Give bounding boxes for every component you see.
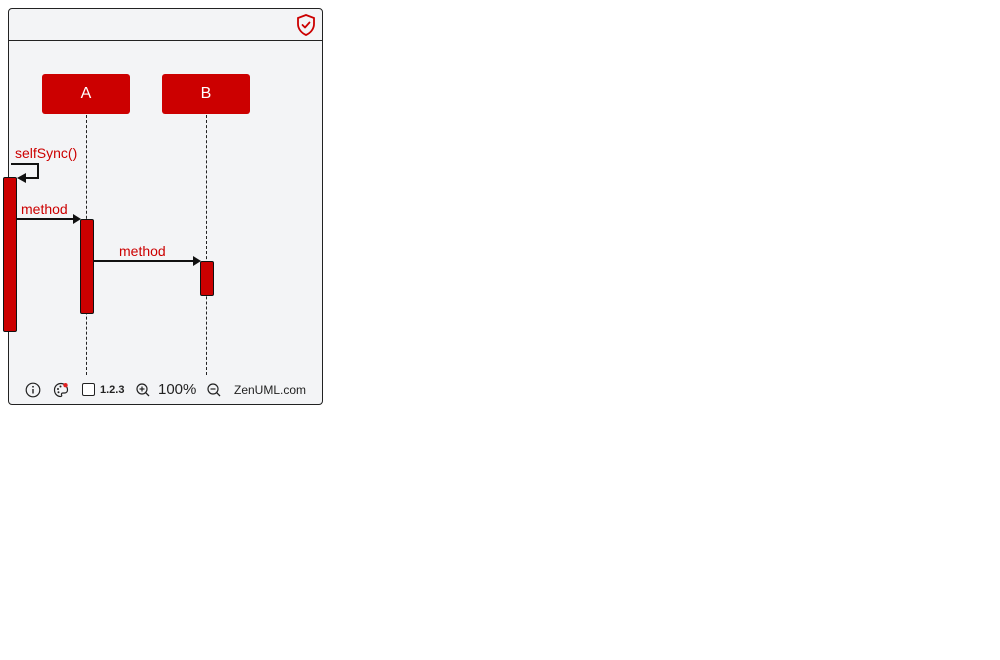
zoom-out-icon[interactable]: [206, 382, 222, 398]
numbering-label: 1.2.3: [100, 384, 125, 396]
theme-palette-icon[interactable]: [53, 382, 69, 398]
participant-a-label: A: [80, 85, 92, 102]
zoom-level: 100%: [158, 381, 197, 398]
numbering-checkbox[interactable]: [82, 383, 95, 396]
diagram-header: [9, 9, 322, 41]
diagram-toolbar: 1.2.3 100% ZenUML.com: [9, 374, 322, 404]
self-message-arrow: [11, 163, 39, 183]
privacy-shield-icon[interactable]: [294, 13, 318, 37]
diagram-frame: A B selfSync() method method: [3, 8, 323, 405]
message-label-method-2[interactable]: method: [119, 243, 166, 259]
lifeline-b: [206, 115, 207, 375]
message-arrow-2: [94, 256, 201, 266]
caller-activation: [3, 177, 17, 332]
message-label-selfsync[interactable]: selfSync(): [15, 145, 78, 161]
participant-b-label: B: [200, 85, 212, 102]
brand-link[interactable]: ZenUML.com: [234, 383, 307, 397]
zoom-in-icon[interactable]: [135, 382, 151, 398]
message-label-method-1[interactable]: method: [21, 201, 68, 217]
participant-a[interactable]: A: [42, 74, 130, 114]
message-arrow-1: [17, 214, 81, 224]
activation-b: [200, 261, 214, 296]
participant-b[interactable]: B: [162, 74, 250, 114]
info-icon[interactable]: [25, 382, 41, 398]
activation-a: [80, 219, 94, 314]
